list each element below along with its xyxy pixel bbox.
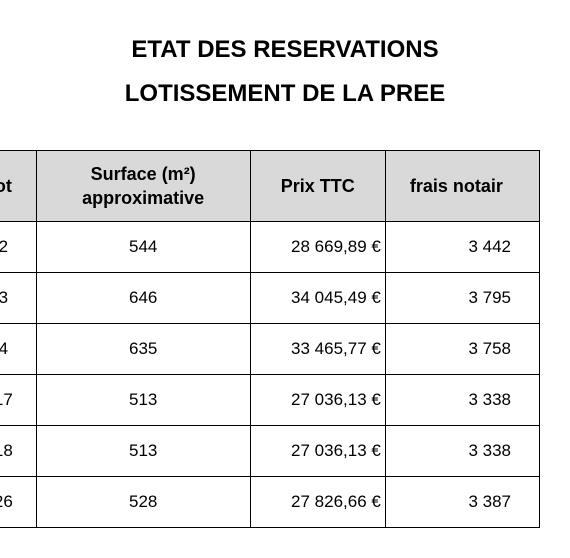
table-cell: 3 758 — [384, 323, 541, 375]
table-cell: 4 — [0, 323, 37, 375]
header-row: ot Surface (m²) approximative Prix TTC frai… — [0, 150, 541, 222]
header-cell: ot — [0, 150, 37, 222]
table-cell: 635 — [35, 323, 251, 375]
table-cell: 513 — [35, 425, 251, 477]
table-cell: 646 — [35, 272, 251, 324]
table-cell: 3 338 — [384, 425, 541, 477]
table-cell: 27 826,66 € — [249, 476, 386, 528]
table-cell: 3 442 — [384, 221, 541, 273]
header-cell: frais notair — [384, 150, 541, 222]
table-row: 2 544 28 669,89 €3 442 — [0, 221, 541, 273]
table-cell: 544 — [35, 221, 251, 273]
table-body: 2 544 28 669,89 €3 442 3 646 34 045,49 €3 795… — [0, 221, 541, 528]
table-row: 3 646 34 045,49 €3 795 — [0, 272, 541, 324]
table-cell: 17 — [0, 374, 37, 426]
reservations-table: ot Surface (m²) approximative Prix TTC frai… — [0, 150, 541, 528]
table-cell: 3 338 — [384, 374, 541, 426]
header-cell: Prix TTC — [249, 150, 386, 222]
table-cell: 34 045,49 € — [249, 272, 386, 324]
table-cell: 2 — [0, 221, 37, 273]
table-row: 1851327 036,13 €3 338 — [0, 425, 541, 477]
table-cell: 3 795 — [384, 272, 541, 324]
table-cell: 27 036,13 € — [249, 374, 386, 426]
table-cell: 27 036,13 € — [249, 425, 386, 477]
title-line: ETAT DES RESERVATIONS — [131, 36, 439, 63]
table-cell: 3 387 — [384, 476, 541, 528]
table-cell: 33 465,77 € — [249, 323, 386, 375]
table-cell: 18 — [0, 425, 37, 477]
title-line: LOTISSEMENT DE LA PREE — [124, 80, 446, 107]
header-cell: Surface (m²) approximative — [35, 150, 251, 222]
table-cell: 28 669,89 € — [249, 221, 386, 273]
table-cell: 528 — [35, 476, 251, 528]
table-cell: 26 — [0, 476, 37, 528]
table-row: 4 635 33 465,77 €3 758 — [0, 323, 541, 375]
table-cell: 3 — [0, 272, 37, 324]
table-cell: 513 — [35, 374, 251, 426]
table-row: 1751327 036,13 €3 338 — [0, 374, 541, 426]
table-row: 2652827 826,66 €3 387 — [0, 476, 541, 528]
